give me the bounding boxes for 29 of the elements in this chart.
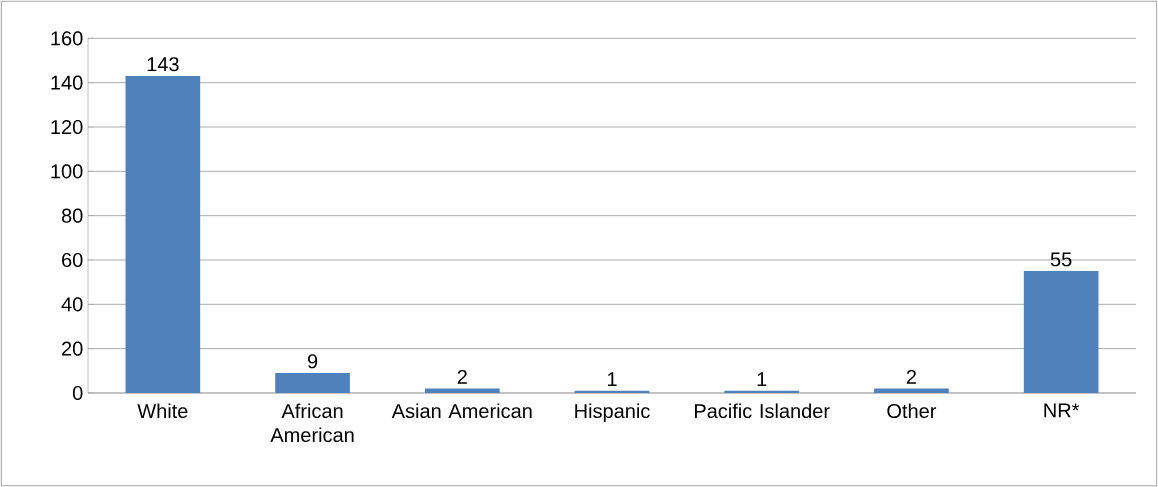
- data-label: 1: [607, 372, 617, 387]
- x-tick-label: Pacific Islander: [694, 403, 830, 419]
- bar: [125, 76, 201, 393]
- bar: [1023, 271, 1099, 393]
- data-label: 143: [147, 57, 179, 72]
- data-label: 2: [457, 369, 467, 384]
- data-label: 55: [1050, 252, 1072, 267]
- bar: [424, 388, 500, 393]
- x-tick-label: Hispanic: [575, 403, 650, 423]
- bar: [724, 390, 800, 393]
- bar: [275, 373, 350, 393]
- x-tick-label: NR*: [1044, 403, 1080, 418]
- y-tick-label: 160: [51, 31, 83, 46]
- bar: [874, 388, 949, 393]
- y-tick-label: 100: [51, 164, 83, 179]
- y-tick-label: 60: [62, 252, 83, 268]
- y-tick-label: 40: [61, 297, 83, 312]
- x-tick-label: African American: [270, 403, 354, 443]
- y-tick-label: 80: [61, 208, 83, 223]
- data-label: 1: [757, 372, 767, 387]
- x-tick-label: Other: [887, 403, 937, 419]
- data-label: 9: [307, 354, 318, 369]
- x-tick-label: White: [137, 403, 188, 419]
- data-label: 2: [906, 369, 916, 384]
- x-tick-label: Asian American: [391, 403, 532, 419]
- y-tick-label: 140: [51, 75, 83, 90]
- y-tick-label: 20: [62, 341, 83, 356]
- y-tick-label: 0: [72, 385, 83, 401]
- y-tick-label: 120: [51, 119, 83, 135]
